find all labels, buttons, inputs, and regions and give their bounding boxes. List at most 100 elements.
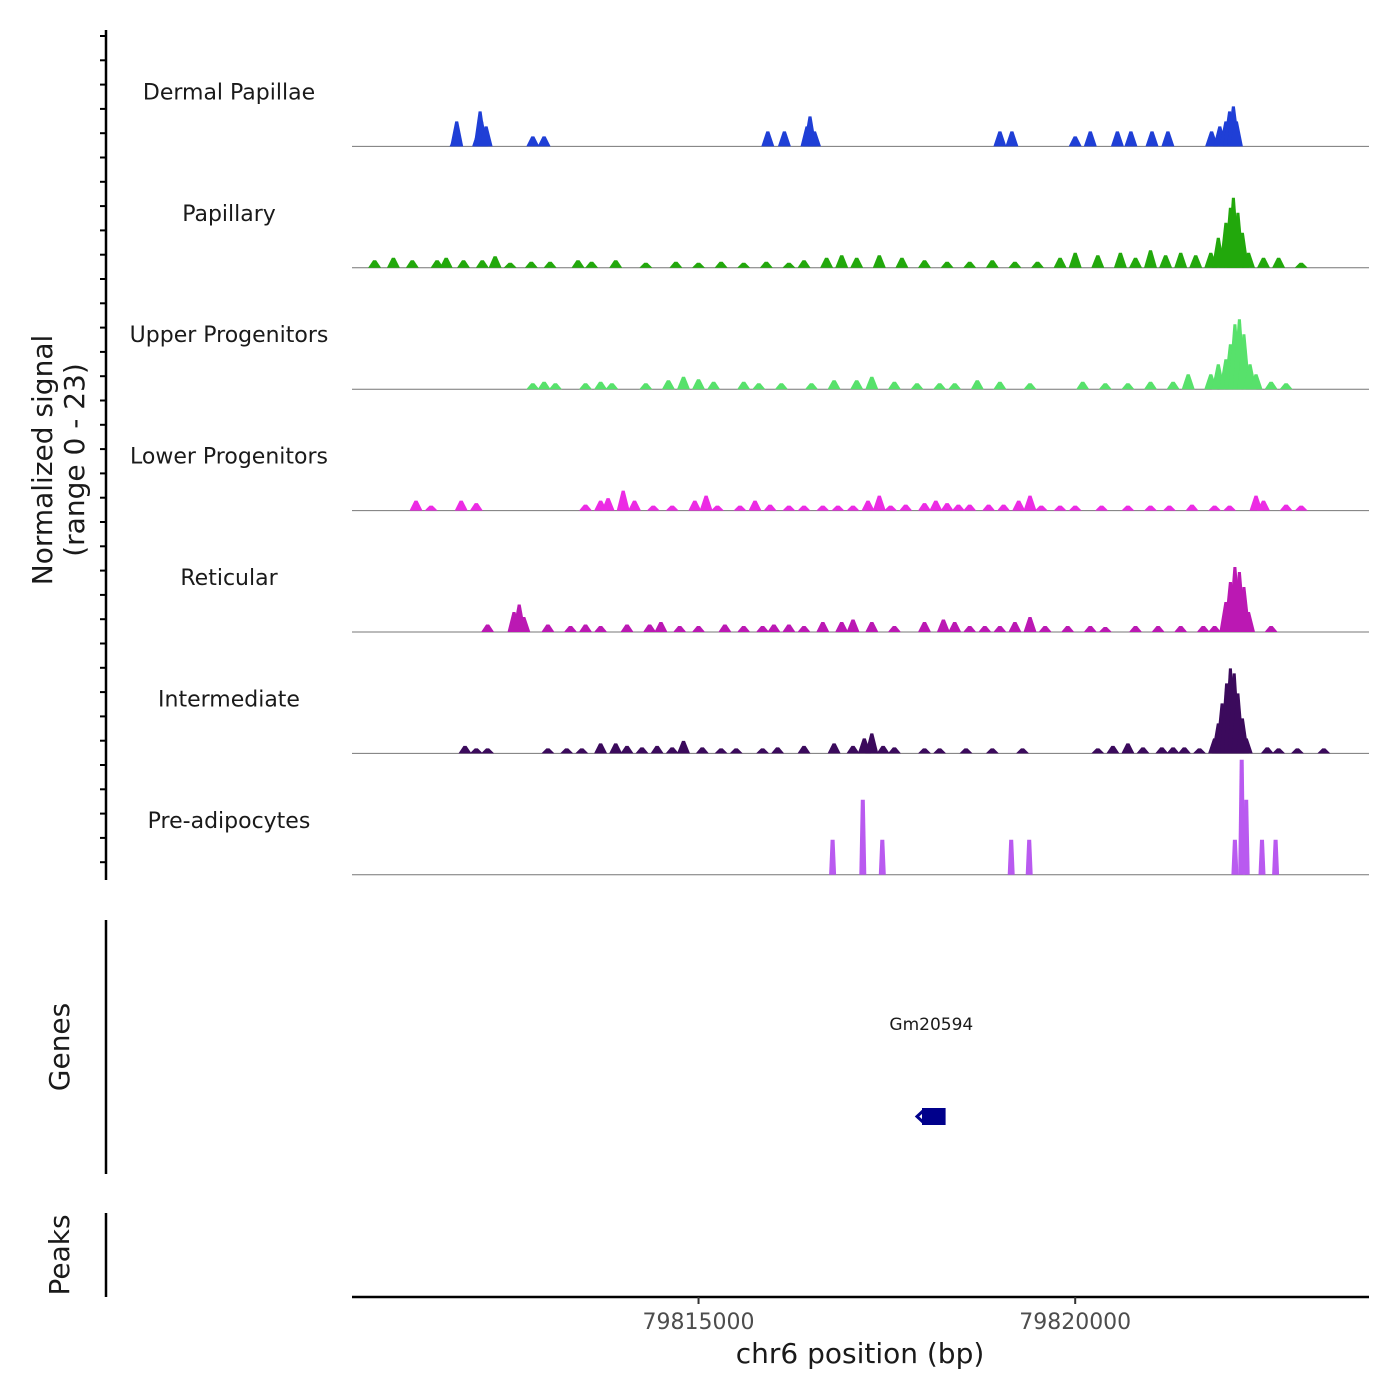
signal-peak [835, 622, 849, 632]
track-lower-progenitors: Lower Progenitors [130, 445, 1369, 512]
signal-peak [1159, 255, 1173, 268]
signal-peak [1239, 738, 1253, 754]
signal-peak [424, 505, 438, 511]
signal-peak [820, 257, 834, 268]
track-dermal-papillae: Dermal Papillae [143, 80, 1369, 147]
signal-peak [865, 376, 879, 390]
signal-peak [616, 490, 630, 511]
signal-peak [831, 505, 845, 511]
signal-peak [620, 745, 634, 754]
signal-peak [710, 505, 724, 511]
signal-peak [835, 255, 849, 268]
signal-peak [756, 626, 770, 632]
signal-peak [609, 260, 623, 268]
signal-peak [1098, 627, 1112, 632]
gene-annotation-panel: Gm20594 [889, 1015, 973, 1125]
signal-peak [537, 381, 551, 390]
signal-peak [865, 733, 879, 754]
gene-label: Gm20594 [889, 1015, 973, 1035]
signal-peak [714, 261, 728, 268]
signal-peak [526, 383, 540, 390]
signal-peak [887, 626, 901, 632]
signal-peak [1121, 505, 1135, 511]
signal-peak [872, 495, 886, 511]
signal-peak [1083, 626, 1097, 632]
signal-peak [669, 261, 683, 268]
signal-peak [1166, 747, 1180, 754]
signal-peak [1145, 131, 1159, 147]
signal-peak [1290, 748, 1304, 754]
signal-peak [475, 260, 489, 268]
signal-peak [895, 257, 909, 268]
signal-peak [1023, 495, 1037, 511]
signal-peak [940, 503, 954, 511]
signal-peak [1129, 626, 1142, 632]
signal-peak [985, 748, 999, 754]
signal-peak [997, 504, 1011, 511]
signal-peak [1091, 255, 1105, 268]
signal-peak [1121, 383, 1135, 390]
signal-peak [797, 745, 811, 754]
signal-peak [1007, 839, 1015, 875]
signal-peak [767, 624, 781, 632]
signal-peak [579, 624, 592, 632]
signal-peak [982, 504, 996, 511]
signal-peak [948, 383, 962, 390]
track-label: Intermediate [158, 687, 300, 712]
signal-peak [940, 261, 954, 268]
signal-peak [948, 622, 962, 632]
signal-peak [677, 740, 690, 754]
signal-peak [1294, 505, 1308, 511]
signal-peak [1272, 748, 1286, 754]
signal-peak [409, 500, 423, 511]
signal-peak [1038, 626, 1052, 632]
signal-peak [1144, 381, 1157, 390]
signal-peak [1185, 504, 1199, 511]
signal-peak [1124, 131, 1138, 147]
x-tick-label: 79820000 [1019, 1310, 1131, 1335]
signal-peak [673, 626, 687, 632]
signal-peak [1231, 839, 1239, 875]
signal-peak [481, 624, 495, 632]
signal-peak [1258, 839, 1266, 875]
signal-peak [575, 748, 589, 754]
signal-peak [1242, 612, 1255, 632]
signal-peak [1129, 257, 1142, 268]
signal-peak [1223, 505, 1237, 511]
signal-peak [846, 745, 860, 754]
signal-peak [1144, 250, 1157, 268]
signal-peak [763, 504, 777, 511]
signal-peak [1068, 252, 1082, 268]
signal-peak [865, 622, 879, 632]
signal-peak [959, 748, 973, 754]
signal-peak [748, 500, 762, 511]
signal-peak [752, 383, 766, 390]
signal-peak [628, 500, 641, 511]
signal-peak [457, 260, 470, 268]
signal-peak [1025, 839, 1033, 875]
x-axis-title: chr6 position (bp) [736, 1337, 985, 1370]
signal-peak [1249, 374, 1263, 390]
track-reticular: Reticular [180, 566, 1369, 633]
signal-peak [1155, 747, 1169, 754]
signal-peak [993, 381, 1007, 390]
signal-peak [1008, 622, 1022, 632]
signal-peak [729, 748, 743, 754]
signal-peak [993, 131, 1007, 147]
signal-peak [386, 257, 400, 268]
signal-peak [707, 381, 721, 390]
signal-peak [1076, 381, 1090, 390]
signal-peak [774, 383, 788, 390]
signal-peak [405, 260, 419, 268]
track-papillary: Papillary [182, 197, 1369, 269]
track-upper-progenitors: Upper Progenitors [130, 319, 1369, 390]
signal-peak [1034, 505, 1048, 511]
peaks-panel-label: Peaks [43, 1214, 76, 1295]
coverage-tracks: Dermal Papillae Papillary Upper Progenitor… [130, 80, 1369, 876]
signal-peak [1264, 381, 1278, 390]
signal-peak [771, 747, 785, 754]
signal-peak [970, 380, 984, 390]
genes-panel-label: Genes [43, 1003, 76, 1091]
signal-peak [1193, 748, 1206, 754]
signal-peak [439, 257, 453, 268]
